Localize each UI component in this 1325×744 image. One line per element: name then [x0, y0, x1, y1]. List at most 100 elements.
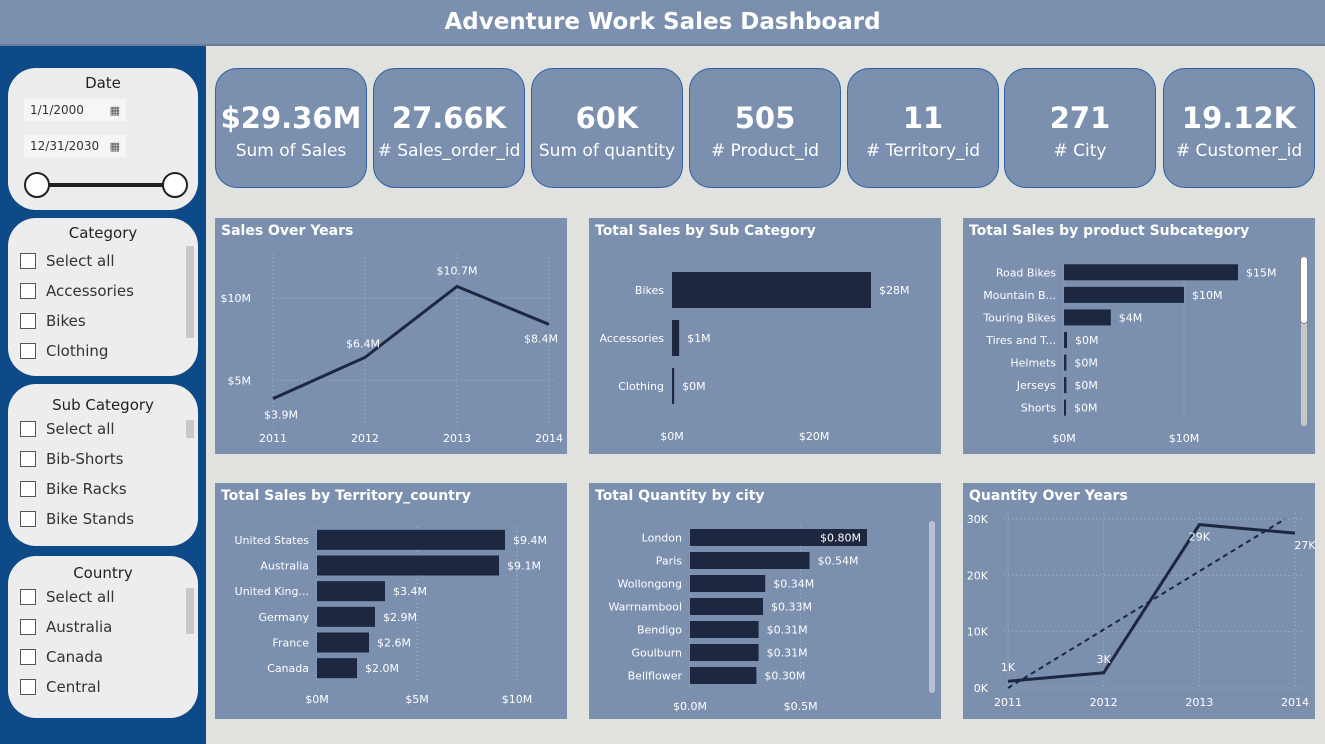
bar — [317, 658, 357, 679]
chart-sales-over-years[interactable]: Sales Over Years 2011 2012 2013 2014 $5M $10M… — [215, 218, 567, 454]
category-label: Jerseys — [1016, 379, 1057, 392]
subcategory-slicer-title: Sub Category — [52, 396, 154, 414]
category-label: France — [272, 637, 309, 650]
end-date-input[interactable]: 12/31/2030 ▦ — [24, 135, 126, 157]
date-slicer: Date 1/1/2000 ▦ 12/31/2030 ▦ — [8, 68, 198, 210]
checkbox[interactable] — [20, 511, 36, 527]
checkbox[interactable] — [20, 343, 36, 359]
y-tick-label: 10K — [967, 626, 989, 639]
bar — [317, 632, 369, 653]
x-tick-label: $0.5M — [784, 700, 818, 713]
calendar-icon[interactable]: ▦ — [109, 103, 120, 117]
kpi-card-sales: $29.36M Sum of Sales — [215, 68, 367, 188]
chart-title: Sales Over Years — [221, 223, 354, 239]
category-label: Germany — [258, 611, 309, 624]
checkbox[interactable] — [20, 313, 36, 329]
start-date-input[interactable]: 1/1/2000 ▦ — [24, 99, 126, 121]
option-label: Select all — [46, 588, 115, 606]
x-tick-label: $0M — [305, 693, 329, 706]
x-tick-label: $10M — [502, 693, 533, 706]
category-label: Bikes — [635, 284, 664, 297]
checkbox[interactable] — [20, 619, 36, 635]
date-slicer-title: Date — [85, 74, 121, 92]
chart-title: Total Sales by Territory_country — [221, 488, 471, 504]
category-label: Accessories — [600, 332, 665, 345]
x-tick-label: 2013 — [443, 432, 471, 445]
bar — [1064, 286, 1184, 303]
subcategory-option[interactable]: Bib-Shorts — [8, 444, 198, 474]
checkbox[interactable] — [20, 283, 36, 299]
country-option[interactable]: Australia — [8, 612, 198, 642]
chart-scroll-thumb[interactable] — [1300, 256, 1308, 324]
calendar-icon[interactable]: ▦ — [109, 139, 120, 153]
x-tick-label: 2014 — [1281, 696, 1309, 709]
bar — [672, 320, 680, 356]
bar-chart-svg: $0M $10M Road Bikes $15M Mountain B... $10M To… — [982, 261, 1277, 445]
date-range-track[interactable] — [38, 183, 182, 187]
kpi-label: # City — [1053, 141, 1107, 161]
country-option[interactable]: Central — [8, 672, 198, 702]
country-slicer: Country Select all Australia Canada Cent… — [8, 556, 198, 718]
chart-scrollbar[interactable] — [1301, 256, 1307, 426]
checkbox[interactable] — [20, 481, 36, 497]
bar-chart-svg: $0.0M $0.5M London $0.80M Paris $0.54M Wollong… — [609, 526, 867, 713]
chart-title: Total Sales by product Subcategory — [969, 223, 1250, 239]
category-option[interactable]: Clothing — [8, 336, 198, 366]
y-tick-label: 30K — [967, 513, 989, 526]
category-option[interactable]: Select all — [8, 246, 198, 276]
category-scrollbar[interactable] — [186, 246, 194, 338]
data-label: $2.9M — [383, 611, 417, 624]
category-slicer: Category Select all Accessories Bikes Cl… — [8, 218, 198, 376]
option-label: Central — [46, 678, 101, 696]
kpi-card-orders: 27.66K # Sales_order_id — [373, 68, 525, 188]
category-label: Helmets — [1010, 357, 1056, 370]
subcategory-slicer: Sub Category Select all Bib-Shorts Bike … — [8, 384, 198, 546]
x-tick-label: 2013 — [1185, 696, 1213, 709]
data-label: $2.0M — [365, 662, 399, 675]
subcategory-scrollbar[interactable] — [186, 420, 194, 438]
country-scrollbar[interactable] — [186, 588, 194, 634]
checkbox[interactable] — [20, 679, 36, 695]
subcategory-option[interactable]: Select all — [8, 414, 198, 444]
line-chart-svg: 2011 2012 2013 2014 0K 10K 20K 30K 1K 3K 29K 27K — [967, 513, 1315, 709]
checkbox[interactable] — [20, 451, 36, 467]
bar — [317, 555, 499, 576]
bar — [317, 529, 505, 550]
category-label: London — [642, 532, 682, 545]
series-line — [272, 284, 550, 401]
filter-sidebar: Date 1/1/2000 ▦ 12/31/2030 ▦ Category Se… — [0, 46, 206, 744]
x-tick-label: $20M — [799, 430, 830, 443]
series-line — [1007, 523, 1296, 683]
chart-sales-by-subcategory[interactable]: Total Sales by Sub Category $0M $20M Bikes… — [589, 218, 941, 454]
chart-sales-by-product-subcategory[interactable]: Total Sales by product Subcategory $0M $1… — [963, 218, 1315, 454]
subcategory-option[interactable]: Bike Stands — [8, 504, 198, 534]
country-option[interactable]: Select all — [8, 582, 198, 612]
bar — [690, 621, 759, 638]
checkbox[interactable] — [20, 649, 36, 665]
trend-line — [1007, 518, 1286, 689]
data-label: $0.80M — [820, 532, 861, 545]
category-option[interactable]: Bikes — [8, 306, 198, 336]
country-option[interactable]: Canada — [8, 642, 198, 672]
bar-chart-svg: $0M $20M Bikes $28M Accessories $1M Clothing $0… — [600, 272, 910, 443]
y-tick-label: $10M — [221, 292, 252, 305]
chart-quantity-over-years[interactable]: Quantity Over Years 2011 2012 2013 2014 0K 10… — [963, 483, 1315, 719]
category-slicer-title: Category — [68, 224, 138, 242]
x-tick-label: 2011 — [994, 696, 1022, 709]
option-label: Select all — [46, 252, 115, 270]
category-option[interactable]: Accessories — [8, 276, 198, 306]
kpi-value: 19.12K — [1181, 101, 1297, 135]
date-range-end-handle[interactable] — [162, 172, 188, 198]
x-tick-label: $5M — [405, 693, 429, 706]
subcategory-option[interactable]: Bike Racks — [8, 474, 198, 504]
checkbox[interactable] — [20, 421, 36, 437]
data-label: $28M — [879, 284, 910, 297]
kpi-card-products: 505 # Product_id — [689, 68, 841, 188]
checkbox[interactable] — [20, 589, 36, 605]
checkbox[interactable] — [20, 253, 36, 269]
data-label: $10.7M — [437, 264, 478, 277]
date-range-start-handle[interactable] — [24, 172, 50, 198]
chart-scrollbar[interactable] — [929, 521, 935, 693]
chart-quantity-by-city[interactable]: Total Quantity by city $0.0M $0.5M London $… — [589, 483, 941, 719]
chart-sales-by-territory-country[interactable]: Total Sales by Territory_country $0M $5M $… — [215, 483, 567, 719]
